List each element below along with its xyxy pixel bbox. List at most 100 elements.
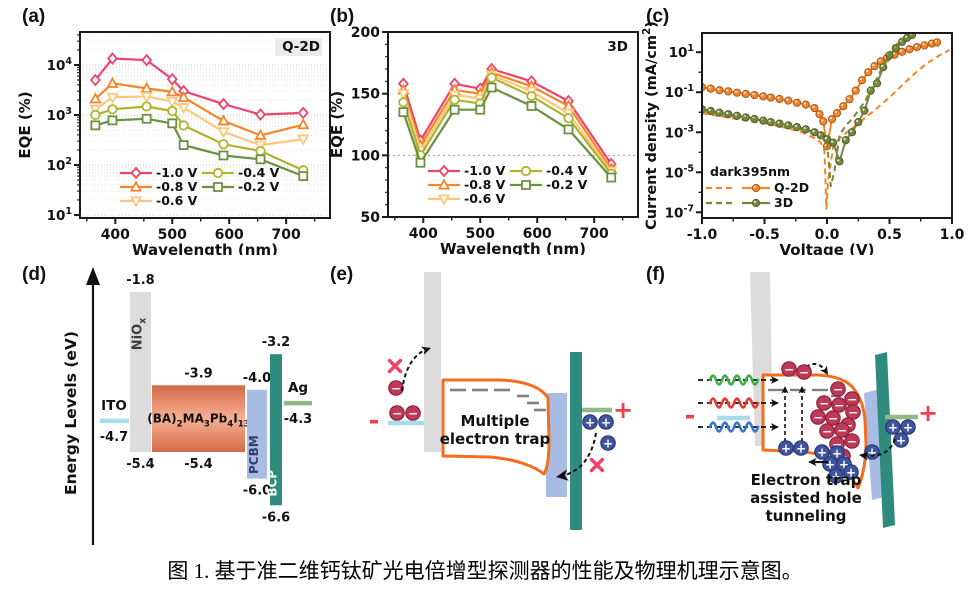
panel-b-chart: 400 500 600 700 50 100 150 200 Wavelength (nm) EQ…: [328, 25, 639, 255]
series-3D dark: [702, 33, 913, 188]
x-axis-title: Voltage (V): [780, 241, 875, 255]
hole-icon: +: [793, 440, 809, 456]
svg-text:+: +: [781, 441, 791, 455]
svg-text:+: +: [601, 415, 611, 429]
legend: -1.0 V-0.8 V-0.6 V -0.4 V-0.2 V: [120, 165, 280, 208]
svg-text:+: +: [817, 445, 827, 459]
electron-icon: −: [781, 361, 797, 377]
svg-text:10-7: 10-7: [665, 203, 694, 221]
svg-text:0.5: 0.5: [877, 227, 902, 243]
svg-text:−: −: [828, 411, 838, 425]
electron-icon: −: [389, 405, 405, 421]
axes: 400 500 600 700 101 102 103 104: [47, 31, 331, 243]
electron-icon: −: [816, 395, 832, 411]
hole-icon: +: [598, 414, 614, 430]
inside-title: Q-2D: [275, 38, 322, 56]
light-wave-icon: [698, 397, 779, 409]
layer-PCBM: -4.0 -6.0 PCBM: [243, 371, 271, 499]
x-axis-title: Wavelength (nm): [132, 241, 278, 255]
up-arrow-icon: [86, 267, 100, 285]
y-axis-title: EQE (%): [328, 91, 346, 158]
svg-text:assisted hole: assisted hole: [750, 489, 862, 507]
svg-text:−: −: [391, 381, 401, 395]
etl-bar: [546, 393, 567, 497]
hole-icon: +: [778, 440, 794, 456]
svg-text:-1.0: -1.0: [687, 227, 718, 243]
svg-text:Multiple: Multiple: [460, 412, 529, 430]
hole-icon: +: [829, 445, 845, 461]
svg-text:−: −: [832, 437, 842, 451]
svg-text:Current density (mA/cm2): Current density (mA/cm2): [641, 21, 660, 230]
svg-text:−: −: [837, 423, 847, 437]
band-bending-region: [441, 378, 551, 476]
svg-text:103: 103: [47, 106, 72, 124]
svg-text:200: 200: [351, 25, 380, 41]
svg-text:−: −: [784, 362, 794, 376]
svg-text:−: −: [819, 396, 829, 410]
svg-text:BCP: BCP: [266, 470, 280, 497]
series--0.2 V: [90, 113, 309, 181]
svg-text:-0.2 V: -0.2 V: [238, 179, 280, 194]
panel-d-energy-diagram: Energy Levels (eV) ITO -4.7 -1.8 -5.4 NiOx -3.…: [62, 267, 312, 545]
plus-terminal: +: [613, 396, 633, 424]
svg-text:600: 600: [523, 226, 552, 242]
hole-icon: +: [843, 464, 859, 480]
svg-text:101: 101: [669, 43, 694, 61]
svg-text:-0.2 V: -0.2 V: [546, 177, 588, 192]
svg-text:-6.0: -6.0: [243, 484, 271, 499]
svg-text:-4.3: -4.3: [284, 412, 312, 427]
svg-text:-3.9: -3.9: [184, 366, 212, 381]
svg-text:700: 700: [580, 226, 609, 242]
series-group: [89, 52, 310, 181]
legend: -1.0 V-0.8 V-0.6 V -0.4 V-0.2 V: [428, 163, 588, 206]
svg-text:ITO: ITO: [101, 398, 127, 414]
hole-icon: +: [814, 444, 830, 460]
svg-text:50: 50: [361, 210, 381, 226]
svg-text:Q-2D: Q-2D: [282, 39, 320, 55]
axes: -1.0 -0.5 0.0 0.5 1.0 10-7 10-5 10-3 10-1 101: [665, 32, 965, 243]
electron-icon: −: [845, 404, 861, 420]
hole-blocked-arrow: [556, 432, 597, 481]
series-Q-2D 395nm: [702, 38, 942, 151]
svg-text:-0.4 V: -0.4 V: [546, 163, 588, 178]
svg-text:0.0: 0.0: [815, 227, 840, 243]
svg-text:10-1: 10-1: [665, 83, 694, 101]
electron-icon: −: [819, 423, 835, 439]
y-axis-title: EQE (%): [16, 91, 34, 158]
excitation-arrow: [781, 386, 789, 442]
series-group: [702, 33, 950, 210]
svg-text:400: 400: [101, 227, 130, 243]
svg-text:-0.5: -0.5: [749, 227, 780, 243]
svg-text:102: 102: [47, 156, 72, 174]
svg-text:600: 600: [215, 227, 244, 243]
hole-icon: +: [885, 419, 901, 435]
layer-Ag: Ag -4.3: [284, 380, 312, 427]
panel-label-a: (a): [22, 6, 46, 27]
svg-text:+: +: [825, 457, 835, 471]
svg-text:500: 500: [466, 226, 495, 242]
svg-text:-4.7: -4.7: [100, 430, 128, 445]
svg-text:−: −: [833, 382, 843, 396]
electron-icon: −: [830, 381, 846, 397]
hole-icon: +: [893, 432, 909, 448]
hole-icon: +: [864, 444, 880, 460]
svg-text:+: +: [603, 436, 613, 450]
panel-label-d: (d): [22, 264, 47, 285]
panel-label-e: (e): [330, 264, 354, 285]
electron-icon: −: [796, 364, 812, 380]
panel-a-chart: 400 500 600 700 101 102 103 104 Wavelength (nm) E…: [16, 31, 331, 255]
svg-text:PCBM: PCBM: [247, 435, 261, 474]
light-wave-icon: [698, 374, 779, 386]
svg-text:−: −: [847, 392, 857, 406]
svg-text:104: 104: [47, 56, 73, 74]
svg-text:-0.6 V: -0.6 V: [156, 193, 198, 208]
series-group: [397, 62, 618, 183]
svg-text:−: −: [813, 410, 823, 424]
hole-drift-arrow: [808, 457, 828, 467]
panel-label-c: (c): [646, 6, 670, 27]
svg-text:-0.6 V: -0.6 V: [464, 191, 506, 206]
minus-terminal: -: [369, 406, 380, 436]
